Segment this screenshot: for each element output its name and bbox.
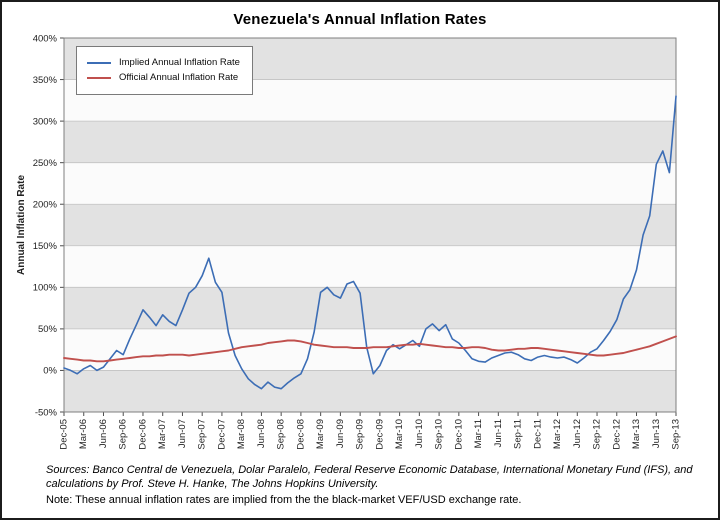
- x-tick-label: Mar-11: [473, 419, 484, 448]
- x-tick-label: Mar-08: [236, 419, 247, 449]
- official-series-line-swatch: [87, 76, 111, 79]
- y-tick-label: 200%: [33, 200, 58, 211]
- plot-band: [64, 204, 676, 246]
- x-tick-label: Dec-05: [59, 419, 70, 450]
- x-tick-label: Sep-13: [671, 419, 682, 450]
- x-tick-label: Dec-08: [295, 419, 306, 450]
- plot-band: [64, 121, 676, 163]
- x-tick-label: Sep-09: [355, 419, 366, 450]
- x-tick-label: Mar-10: [394, 419, 405, 449]
- x-tick-label: Sep-07: [197, 419, 208, 450]
- legend: Implied Annual Inflation Rate Official A…: [76, 46, 253, 95]
- y-tick-label: 100%: [33, 283, 58, 294]
- plot-area: -50% 0% 50% 100% 150% 200% 250% 300% 350% 400% Dec…: [33, 33, 682, 449]
- x-tick-label: Sep-11: [513, 419, 524, 449]
- x-tick-label: Sep-08: [276, 419, 287, 450]
- x-tick-label: Mar-12: [552, 419, 563, 449]
- x-tick-label: Sep-10: [434, 419, 445, 450]
- y-tick-label: 0%: [43, 366, 57, 377]
- y-tick-label: 150%: [33, 241, 58, 252]
- y-tick-label: -50%: [35, 407, 58, 418]
- plot-band: [64, 287, 676, 329]
- plot-band: [64, 370, 676, 412]
- x-tick-label: Mar-06: [78, 419, 89, 449]
- plot-band: [64, 328, 676, 371]
- x-tick-label: Mar-07: [157, 419, 168, 449]
- x-tick-label: Dec-10: [453, 419, 464, 450]
- x-tick-label: Jun-07: [177, 419, 188, 448]
- x-tick-label: Jun-10: [414, 419, 425, 448]
- y-axis-title: Annual Inflation Rate: [16, 175, 27, 275]
- inflation-chart: Annual Inflation Rate -50% 0% 50% 100% 150% 2…: [16, 33, 682, 449]
- x-tick-label: Jun-13: [651, 419, 662, 448]
- x-tick-label: Jun-11: [493, 419, 504, 447]
- x-tick-label: Mar-13: [631, 419, 642, 449]
- chart-title: Venezuela's Annual Inflation Rates: [233, 11, 487, 28]
- plot-band: [64, 162, 676, 205]
- x-tick-label: Jun-09: [335, 419, 346, 448]
- series-line-implied: [63, 95, 677, 390]
- y-tick-label: 400%: [33, 33, 58, 44]
- series-line-official: [63, 335, 677, 363]
- x-tick-label: Sep-12: [592, 419, 603, 450]
- sources-text: Sources: Banco Central de Venezuela, Dol…: [46, 464, 693, 491]
- legend-item-official: Official Annual Inflation Rate: [87, 72, 240, 83]
- plot-border: [63, 37, 677, 413]
- x-tick-label: Dec-06: [137, 419, 148, 450]
- legend-label-implied: Implied Annual Inflation Rate: [119, 57, 240, 68]
- x-tick-label: Dec-11: [532, 419, 543, 449]
- x-tick-label: Dec-07: [216, 419, 227, 450]
- x-tick-label: Jun-06: [98, 419, 109, 448]
- chart-footer: Sources: Banco Central de Venezuela, Dol…: [46, 463, 696, 507]
- x-tick-label: Dec-12: [611, 419, 622, 450]
- x-tick-label: Sep-06: [118, 419, 129, 450]
- y-tick-label: 250%: [33, 158, 58, 169]
- legend-item-implied: Implied Annual Inflation Rate: [87, 57, 240, 68]
- y-tick-label: 350%: [33, 75, 58, 86]
- y-tick-label: 300%: [33, 116, 58, 127]
- x-tick-label: Dec-09: [374, 419, 385, 450]
- x-tick-label: Jun-12: [572, 419, 583, 448]
- note-text: Note: These annual inflation rates are i…: [46, 494, 522, 507]
- implied-series-line-swatch: [87, 61, 111, 64]
- plot-band: [64, 245, 676, 288]
- legend-label-official: Official Annual Inflation Rate: [119, 72, 239, 83]
- y-tick-label: 50%: [38, 324, 58, 335]
- x-tick-label: Mar-09: [315, 419, 326, 449]
- x-tick-label: Jun-08: [256, 419, 267, 448]
